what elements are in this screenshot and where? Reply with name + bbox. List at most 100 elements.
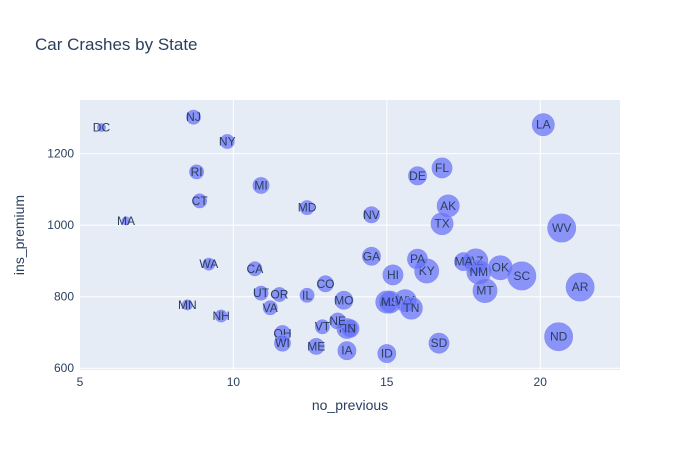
data-point-wa: WA bbox=[199, 257, 218, 271]
y-axis-label: ins_premium bbox=[11, 195, 27, 275]
point-label: VA bbox=[263, 301, 278, 315]
point-label: UT bbox=[253, 286, 270, 300]
data-point-ga: GA bbox=[362, 246, 381, 266]
point-label: MA bbox=[117, 214, 135, 228]
point-label: MN bbox=[178, 298, 197, 312]
data-point-mn: MN bbox=[178, 298, 197, 312]
data-point-ri: RI bbox=[189, 164, 204, 180]
marker bbox=[334, 290, 354, 310]
point-label: PA bbox=[410, 252, 425, 266]
x-axis-label: no_previous bbox=[312, 397, 388, 413]
marker bbox=[454, 252, 473, 272]
data-point-id: ID bbox=[377, 344, 397, 363]
data-point-tx: TX bbox=[430, 212, 454, 236]
marker bbox=[428, 332, 450, 354]
data-point-co: CO bbox=[316, 275, 334, 293]
data-points: SCWVARNDKYAZNMOKMTAKTXALMSWYTNLAKSSDFLPA… bbox=[93, 109, 595, 363]
marker bbox=[363, 206, 380, 224]
point-label: GA bbox=[363, 249, 380, 263]
marker bbox=[531, 113, 555, 137]
data-point-nv: NV bbox=[363, 206, 380, 224]
marker bbox=[253, 285, 269, 301]
x-tick-label: 5 bbox=[77, 375, 84, 389]
point-label: MO bbox=[334, 293, 353, 307]
marker bbox=[274, 334, 291, 352]
x-axis-ticks: 5 10 15 20 bbox=[77, 375, 548, 389]
data-point-ma: MA bbox=[454, 252, 473, 272]
point-label: AK bbox=[440, 199, 456, 213]
data-point-fl: FL bbox=[431, 157, 453, 179]
point-label: CT bbox=[192, 194, 209, 208]
marker bbox=[377, 344, 397, 363]
point-label: WA bbox=[199, 257, 218, 271]
point-label: NV bbox=[363, 208, 380, 222]
marker bbox=[487, 255, 513, 281]
point-label: TN bbox=[403, 301, 419, 315]
y-tick-label: 600 bbox=[54, 361, 74, 375]
marker bbox=[547, 213, 577, 243]
point-label: TX bbox=[434, 217, 449, 231]
data-point-mt: MT bbox=[472, 278, 498, 304]
marker bbox=[262, 300, 278, 316]
point-label: SC bbox=[513, 269, 530, 283]
marker bbox=[252, 177, 270, 194]
data-point-mi: MI bbox=[252, 177, 270, 194]
marker bbox=[121, 216, 131, 226]
marker bbox=[565, 272, 595, 302]
point-label: ND bbox=[550, 330, 568, 344]
data-point-or: OR bbox=[270, 287, 289, 302]
data-point-ok: OK bbox=[487, 255, 513, 281]
data-point-wv: WV bbox=[547, 213, 577, 243]
y-tick-label: 800 bbox=[54, 290, 74, 304]
data-point-ca: CA bbox=[247, 261, 264, 277]
marker bbox=[337, 341, 357, 361]
marker bbox=[299, 200, 315, 216]
point-label: IL bbox=[302, 288, 312, 302]
data-point-ma: MA bbox=[117, 214, 135, 228]
data-point-dc: DC bbox=[93, 121, 111, 135]
data-point-ut: UT bbox=[253, 285, 270, 301]
point-label: VT bbox=[315, 320, 331, 334]
data-point-me: ME bbox=[307, 337, 325, 355]
point-label: WI bbox=[275, 336, 290, 350]
point-label: MT bbox=[476, 284, 494, 298]
point-label: AR bbox=[572, 280, 589, 294]
marker bbox=[247, 261, 263, 277]
data-point-la: LA bbox=[531, 113, 555, 137]
point-label: MI bbox=[254, 178, 267, 192]
point-label: MD bbox=[298, 201, 317, 215]
data-point-sd: SD bbox=[428, 332, 450, 354]
marker bbox=[407, 248, 428, 270]
point-label: OR bbox=[270, 288, 288, 302]
data-point-tn: TN bbox=[399, 296, 423, 320]
chart-title: Car Crashes by State bbox=[35, 35, 198, 54]
point-label: SD bbox=[431, 336, 448, 350]
marker bbox=[192, 193, 208, 209]
point-label: NJ bbox=[186, 110, 201, 124]
x-tick-label: 10 bbox=[227, 375, 241, 389]
data-point-il: IL bbox=[299, 287, 315, 303]
point-label: ID bbox=[381, 347, 393, 361]
marker bbox=[97, 123, 106, 132]
marker bbox=[472, 278, 498, 304]
point-label: IN bbox=[344, 322, 356, 336]
point-label: NM bbox=[470, 265, 489, 279]
marker bbox=[430, 212, 454, 236]
data-point-md: MD bbox=[298, 200, 317, 216]
marker bbox=[202, 257, 216, 271]
point-label: CA bbox=[247, 262, 264, 276]
point-label: OK bbox=[492, 261, 509, 275]
data-point-ar: AR bbox=[565, 272, 595, 302]
data-point-nh: NH bbox=[212, 309, 229, 323]
marker bbox=[219, 134, 235, 149]
data-point-ia: IA bbox=[337, 341, 357, 361]
data-point-ne: NE bbox=[329, 312, 347, 330]
marker bbox=[408, 166, 427, 186]
marker bbox=[181, 299, 193, 311]
marker bbox=[272, 287, 287, 302]
y-axis-ticks: 600 800 1000 1200 bbox=[47, 147, 74, 376]
data-point-va: VA bbox=[262, 300, 278, 316]
marker bbox=[329, 312, 347, 330]
data-point-hi: HI bbox=[382, 264, 404, 286]
